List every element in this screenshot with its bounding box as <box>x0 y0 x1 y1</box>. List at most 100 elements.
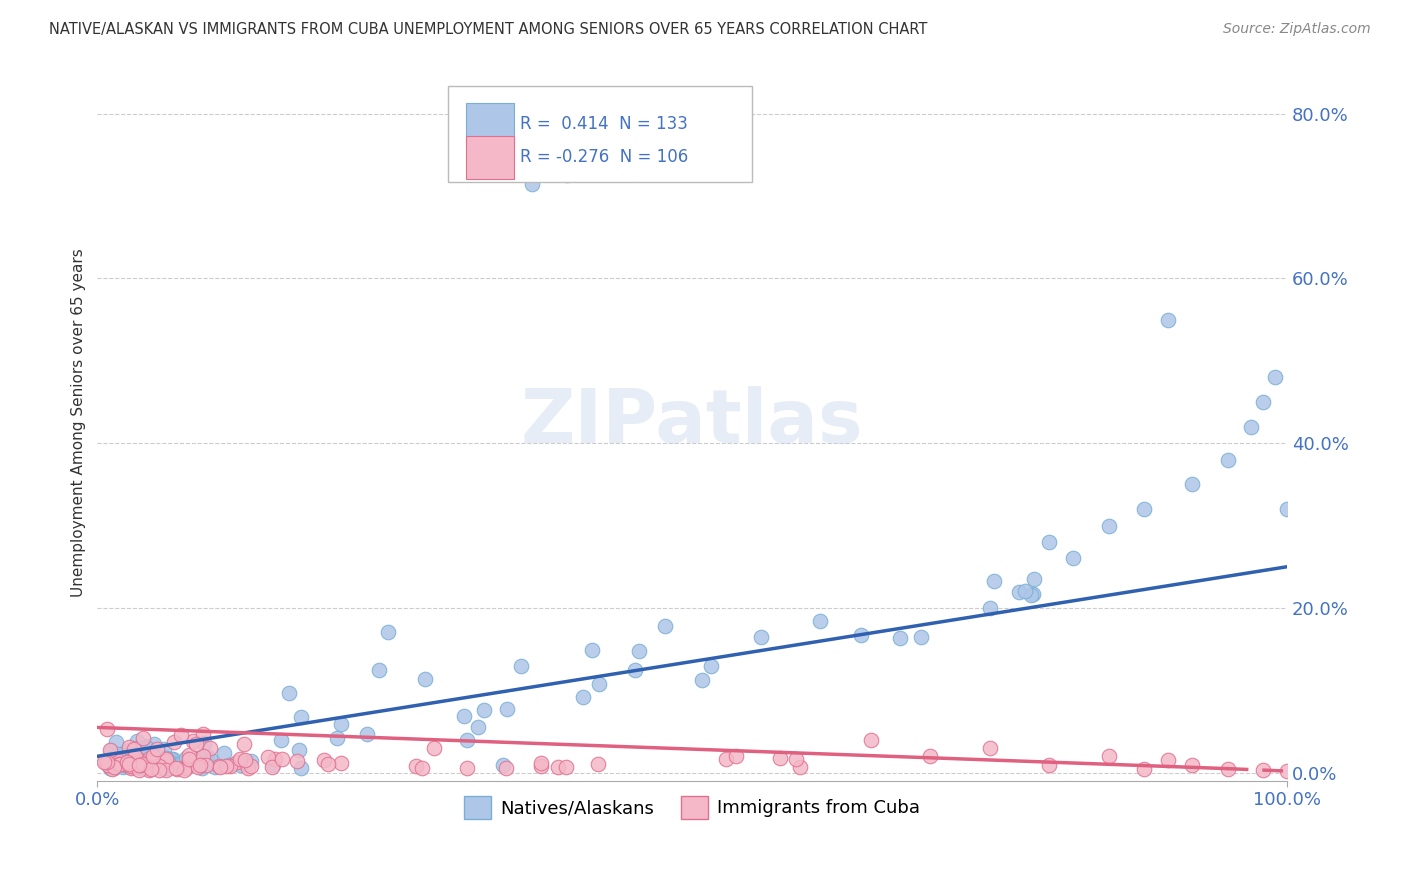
Point <box>1275 764 1298 778</box>
Point <box>112 756 135 771</box>
Point <box>239 754 262 768</box>
Point <box>118 746 141 760</box>
Point <box>586 757 609 772</box>
Point <box>193 757 215 772</box>
Point <box>96 722 118 736</box>
Point <box>1133 502 1156 516</box>
Point <box>156 761 179 775</box>
Point <box>98 761 121 775</box>
Point <box>100 760 122 774</box>
Point <box>138 763 160 777</box>
Point <box>1157 312 1180 326</box>
Point <box>124 749 146 764</box>
Point <box>1097 749 1119 764</box>
Text: NATIVE/ALASKAN VS IMMIGRANTS FROM CUBA UNEMPLOYMENT AMONG SENIORS OVER 65 YEARS : NATIVE/ALASKAN VS IMMIGRANTS FROM CUBA U… <box>49 22 928 37</box>
Point <box>139 761 162 775</box>
Point <box>413 673 436 687</box>
Point <box>124 758 146 772</box>
Point <box>979 601 1001 615</box>
Point <box>1275 502 1298 516</box>
Point <box>228 758 250 772</box>
Point <box>120 759 142 773</box>
Point <box>167 758 190 772</box>
FancyBboxPatch shape <box>467 103 513 145</box>
Point <box>193 748 215 763</box>
Point <box>122 759 145 773</box>
Point <box>789 759 811 773</box>
Point <box>188 757 211 772</box>
Point <box>104 755 127 769</box>
Point <box>128 763 150 777</box>
Point <box>491 757 513 772</box>
Point <box>139 762 162 776</box>
Point <box>155 752 177 766</box>
Point <box>520 177 543 191</box>
Point <box>108 754 131 768</box>
Point <box>120 756 142 771</box>
Point <box>233 737 256 751</box>
Point <box>145 756 167 771</box>
Point <box>204 760 226 774</box>
Point <box>111 751 134 765</box>
Point <box>125 741 148 756</box>
Point <box>138 756 160 770</box>
Point <box>215 759 238 773</box>
Point <box>1216 762 1239 776</box>
Text: R = -0.276  N = 106: R = -0.276 N = 106 <box>520 148 688 166</box>
Point <box>183 753 205 767</box>
Point <box>181 734 204 748</box>
Point <box>889 631 911 645</box>
Point <box>356 727 378 741</box>
Point <box>124 742 146 756</box>
Point <box>654 619 676 633</box>
Point <box>148 759 170 773</box>
Point <box>135 739 157 754</box>
Point <box>141 753 163 767</box>
Point <box>262 758 284 772</box>
Point <box>725 748 748 763</box>
Point <box>1157 753 1180 767</box>
Point <box>105 735 128 749</box>
Point <box>555 169 578 183</box>
Point <box>769 751 792 765</box>
Point <box>128 754 150 768</box>
Point <box>136 756 159 771</box>
Point <box>530 756 553 770</box>
Point <box>107 747 129 761</box>
Point <box>195 751 218 765</box>
Point <box>114 756 136 771</box>
Point <box>456 761 478 775</box>
Point <box>124 756 146 771</box>
Point <box>100 760 122 774</box>
Point <box>174 760 197 774</box>
Point <box>195 748 218 763</box>
Point <box>129 761 152 775</box>
Point <box>112 760 135 774</box>
Point <box>1038 535 1060 549</box>
Point <box>162 752 184 766</box>
Point <box>107 755 129 769</box>
Point <box>93 755 115 769</box>
Text: Source: ZipAtlas.com: Source: ZipAtlas.com <box>1223 22 1371 37</box>
Point <box>121 760 143 774</box>
Point <box>174 758 197 772</box>
Point <box>208 759 231 773</box>
Point <box>983 574 1005 589</box>
Point <box>114 757 136 772</box>
Point <box>1251 764 1274 778</box>
Point <box>329 756 352 770</box>
Point <box>326 731 349 745</box>
Point <box>177 752 200 766</box>
Point <box>132 758 155 772</box>
Point <box>1240 419 1263 434</box>
Point <box>509 659 531 673</box>
Point <box>101 754 124 768</box>
Point <box>198 752 221 766</box>
Point <box>239 759 262 773</box>
Point <box>128 759 150 773</box>
Point <box>1181 757 1204 772</box>
Point <box>94 755 117 769</box>
Point <box>1251 395 1274 409</box>
Point <box>111 747 134 762</box>
Point <box>581 643 603 657</box>
